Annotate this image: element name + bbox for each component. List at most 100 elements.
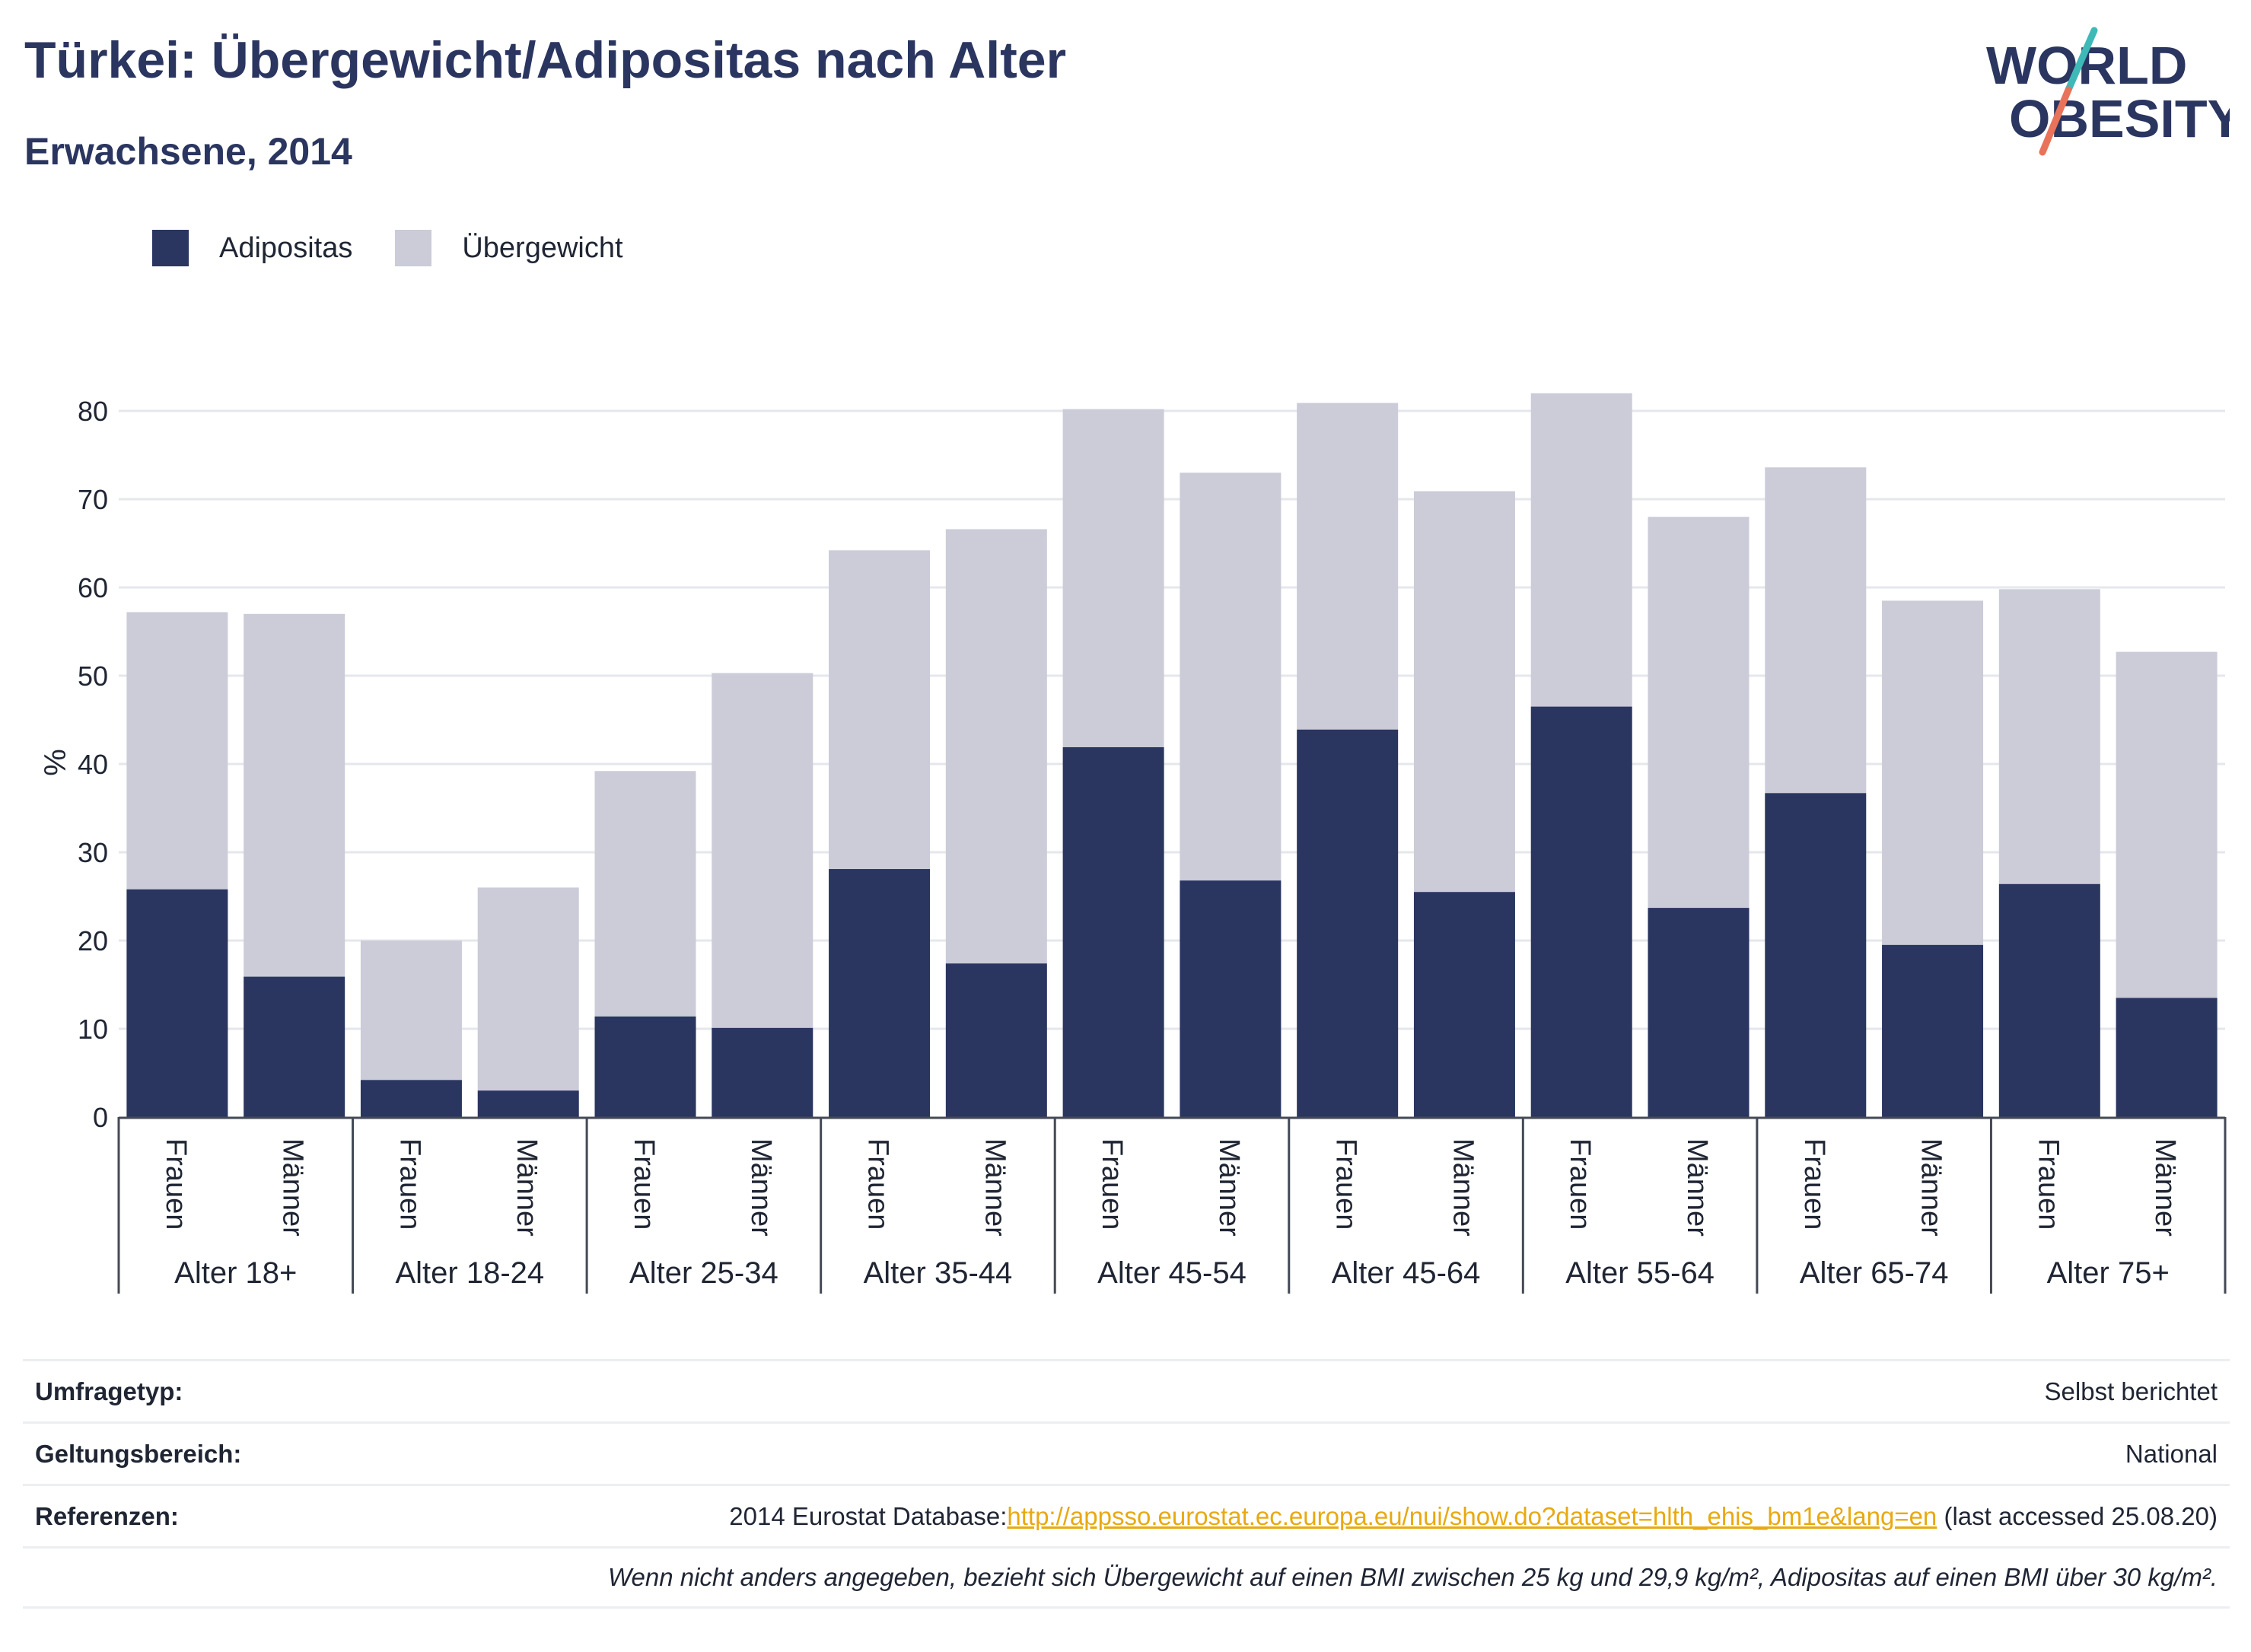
bar-adipositas bbox=[945, 963, 1047, 1117]
logo-line2: OBESITY bbox=[2009, 89, 2230, 148]
bar-uebergewicht bbox=[1413, 491, 1515, 893]
y-tick-label: 70 bbox=[78, 484, 108, 515]
refs-link[interactable]: http://appsso.eurostat.ec.europa.eu/nui/… bbox=[1007, 1501, 1937, 1530]
x-subcategory-label: Frauen bbox=[1096, 1138, 1128, 1230]
refs-prefix: 2014 Eurostat Database: bbox=[729, 1501, 1008, 1530]
logo-slash-coral bbox=[2039, 86, 2072, 156]
legend-item-adipositas[interactable]: Adipositas bbox=[152, 230, 352, 266]
x-group-label: Alter 18+ bbox=[174, 1256, 297, 1290]
bar-uebergewicht bbox=[945, 529, 1047, 964]
info-value-refs: 2014 Eurostat Database:http://appsso.eur… bbox=[729, 1502, 2218, 1531]
bar-adipositas bbox=[244, 976, 345, 1117]
y-tick-label: 20 bbox=[78, 925, 108, 957]
x-group-label: Alter 25-34 bbox=[629, 1256, 778, 1290]
x-subcategory-label: Männer bbox=[1915, 1138, 1947, 1237]
bar-adipositas bbox=[1062, 746, 1164, 1117]
x-subcategory-label: Frauen bbox=[862, 1138, 894, 1230]
bar-adipositas bbox=[2116, 998, 2218, 1117]
legend-label-adipositas: Adipositas bbox=[219, 231, 353, 264]
x-subcategory-label: Frauen bbox=[1330, 1138, 1362, 1230]
y-axis-label: % bbox=[37, 749, 71, 776]
legend-swatch-adipositas bbox=[152, 230, 189, 266]
bar-uebergewicht bbox=[1648, 517, 1750, 909]
info-row-note: Wenn nicht anders angegeben, bezieht sic… bbox=[23, 1546, 2230, 1609]
info-value-scope: National bbox=[2125, 1439, 2218, 1468]
refs-suffix: (last accessed 25.08.20) bbox=[1937, 1501, 2218, 1530]
y-tick-label: 60 bbox=[78, 572, 108, 603]
x-subcategory-label: Männer bbox=[979, 1138, 1011, 1237]
x-subcategory-label: Frauen bbox=[2032, 1138, 2064, 1230]
bar-uebergewicht bbox=[1297, 403, 1399, 730]
y-tick-label: 10 bbox=[78, 1014, 108, 1045]
bar-adipositas bbox=[1648, 908, 1750, 1117]
legend-swatch-uebergewicht bbox=[395, 230, 432, 266]
bar-adipositas bbox=[712, 1027, 813, 1117]
x-group-label: Alter 75+ bbox=[2047, 1256, 2170, 1290]
legend-item-uebergewicht[interactable]: Übergewicht bbox=[395, 230, 623, 266]
bar-uebergewicht bbox=[1998, 589, 2100, 884]
y-tick-label: 30 bbox=[78, 837, 108, 868]
info-key-survey: Umfragetyp: bbox=[35, 1377, 183, 1405]
bar-adipositas bbox=[594, 1016, 696, 1117]
x-subcategory-label: Frauen bbox=[628, 1138, 660, 1230]
x-subcategory-label: Männer bbox=[1213, 1138, 1245, 1237]
bar-adipositas bbox=[1765, 793, 1867, 1117]
bar-adipositas bbox=[1413, 892, 1515, 1117]
x-subcategory-label: Männer bbox=[277, 1138, 309, 1237]
info-row-survey: Umfragetyp: Selbst berichtet bbox=[23, 1359, 2230, 1421]
info-key-scope: Geltungsbereich: bbox=[35, 1439, 242, 1468]
bar-uebergewicht bbox=[244, 613, 345, 977]
bar-uebergewicht bbox=[360, 941, 462, 1081]
bar-uebergewicht bbox=[1180, 473, 1282, 881]
bar-uebergewicht bbox=[594, 771, 696, 1017]
bar-adipositas bbox=[1530, 706, 1632, 1117]
bar-uebergewicht bbox=[1530, 393, 1632, 707]
x-group-label: Alter 35-44 bbox=[864, 1256, 1013, 1290]
x-group-label: Alter 45-64 bbox=[1332, 1256, 1481, 1290]
info-key-refs: Referenzen: bbox=[35, 1501, 179, 1530]
y-tick-label: 50 bbox=[78, 660, 108, 692]
bar-adipositas bbox=[1297, 729, 1399, 1117]
bar-uebergewicht bbox=[829, 550, 931, 870]
x-subcategory-label: Männer bbox=[745, 1138, 777, 1237]
definition-note: Wenn nicht anders angegeben, bezieht sic… bbox=[607, 1563, 2218, 1591]
x-subcategory-label: Männer bbox=[1681, 1138, 1713, 1237]
world-obesity-logo: WORLD OBESITY bbox=[1986, 27, 2230, 156]
x-subcategory-label: Männer bbox=[511, 1138, 543, 1237]
bar-adipositas bbox=[1882, 944, 1984, 1117]
chart-subtitle: Erwachsene, 2014 bbox=[24, 130, 352, 173]
y-tick-label: 0 bbox=[93, 1102, 108, 1133]
chart-title: Türkei: Übergewicht/Adipositas nach Alte… bbox=[24, 31, 1067, 89]
legend-label-uebergewicht: Übergewicht bbox=[462, 231, 623, 264]
bar-adipositas bbox=[829, 869, 931, 1117]
bar-adipositas bbox=[360, 1080, 462, 1117]
bar-uebergewicht bbox=[1765, 467, 1867, 794]
x-group-label: Alter 18-24 bbox=[395, 1256, 544, 1290]
bar-uebergewicht bbox=[2116, 651, 2218, 998]
y-tick-label: 40 bbox=[78, 749, 108, 780]
info-table: Umfragetyp: Selbst berichtet Geltungsber… bbox=[23, 1359, 2230, 1609]
x-subcategory-label: Frauen bbox=[1798, 1138, 1830, 1230]
logo-slash-teal bbox=[2065, 27, 2098, 94]
x-subcategory-label: Frauen bbox=[1564, 1138, 1596, 1230]
bar-uebergewicht bbox=[712, 673, 813, 1028]
y-tick-label: 80 bbox=[78, 396, 108, 427]
bar-adipositas bbox=[126, 889, 228, 1117]
x-subcategory-label: Frauen bbox=[160, 1138, 192, 1230]
bar-uebergewicht bbox=[1882, 600, 1984, 945]
x-group-label: Alter 65-74 bbox=[1800, 1256, 1949, 1290]
info-row-scope: Geltungsbereich: National bbox=[23, 1421, 2230, 1484]
bar-adipositas bbox=[1180, 880, 1282, 1117]
bar-uebergewicht bbox=[477, 887, 579, 1091]
info-row-refs: Referenzen: 2014 Eurostat Database:http:… bbox=[23, 1484, 2230, 1546]
bar-uebergewicht bbox=[1062, 409, 1164, 747]
stacked-bar-chart: 0 10 20 30 40 50 60 70 80% Frauen Männer Frauen Männ… bbox=[37, 393, 2227, 1294]
x-subcategory-label: Frauen bbox=[393, 1138, 425, 1230]
info-value-survey: Selbst berichtet bbox=[2044, 1377, 2218, 1405]
x-group-label: Alter 45-54 bbox=[1097, 1256, 1246, 1290]
x-subcategory-label: Männer bbox=[2149, 1138, 2181, 1237]
bar-adipositas bbox=[477, 1090, 579, 1117]
x-group-label: Alter 55-64 bbox=[1565, 1256, 1715, 1290]
bar-uebergewicht bbox=[126, 612, 228, 890]
x-subcategory-label: Männer bbox=[1447, 1138, 1479, 1237]
